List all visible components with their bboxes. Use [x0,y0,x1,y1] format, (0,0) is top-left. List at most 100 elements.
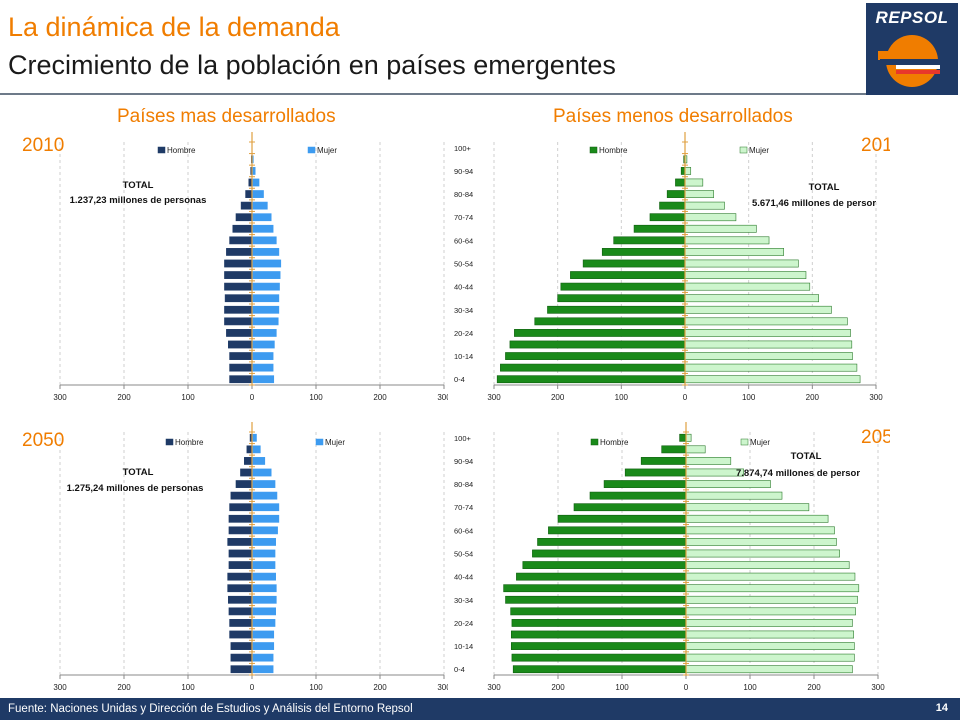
bar-mujer [251,642,275,650]
column-title-less-developed: Países menos desarrollados [553,106,793,127]
category-label: 20-24 [454,619,473,628]
bar-hombre [229,363,253,372]
x-tick-label: 200 [807,683,821,692]
bar-hombre [227,584,253,593]
bar-hombre [224,271,253,279]
legend-swatch-mujer [307,146,316,154]
category-label: 90-94 [454,167,473,176]
bar-mujer [251,340,275,349]
pyramid-chart-less-developed-2010: 300 200 100 0 100 200 300 0-4 10-14 20-24 30-34 40-… [454,132,890,402]
legend-label-hombre: Hombre [167,146,196,155]
bar-mujer [684,201,725,210]
bar-hombre [510,630,687,639]
category-label: 0-4 [454,375,465,384]
legend-swatch-mujer [740,438,749,446]
bar-hombre [503,584,687,593]
bar-mujer [684,271,807,279]
bar-mujer [684,190,714,198]
bar-hombre [514,329,686,337]
bar-mujer [685,572,856,581]
category-label: 100+ [454,144,472,153]
year-label: 201 [861,135,890,156]
category-label: 40-44 [454,573,473,582]
x-tick-label: 200 [117,393,131,402]
legend-swatch-hombre [590,438,599,446]
bar-mujer [685,607,856,616]
logo-wordmark: REPSOL [875,8,949,27]
bar-mujer [685,642,855,650]
bar-hombre [510,607,687,616]
legend-swatch-hombre [157,146,166,154]
category-label: 60-64 [454,236,473,245]
x-tick-label: 0 [684,683,689,692]
bar-hombre [573,503,687,512]
bar-hombre [560,282,686,291]
bar-hombre [228,514,253,523]
bar-mujer [685,619,853,627]
bar-mujer [251,526,278,535]
bar-hombre [227,572,253,581]
bar-mujer [251,224,274,233]
category-label: 10-14 [454,642,473,651]
category-label: 80-84 [454,190,473,199]
bar-hombre [557,514,687,523]
bar-hombre [229,630,253,639]
x-tick-label: 200 [551,683,565,692]
bar-hombre [601,248,686,256]
bar-hombre [510,642,687,650]
bar-mujer [684,363,858,372]
bar-hombre [229,236,253,245]
year-label: 2050 [22,430,64,451]
category-label: 50-54 [454,260,473,269]
bar-mujer [251,480,276,488]
bar-mujer [684,294,819,303]
bar-mujer [685,433,692,442]
bar-mujer [251,491,278,500]
bar-mujer [685,630,854,639]
bar-hombre [505,352,686,360]
bar-hombre [509,340,686,349]
bar-hombre [224,259,253,268]
footer-source: Fuente: Naciones Unidas y Dirección de E… [8,703,413,715]
x-tick-label: 100 [309,683,323,692]
bar-mujer [684,213,737,222]
legend-swatch-mujer [739,146,748,154]
x-tick-label: 0 [250,393,255,402]
bar-hombre [235,480,253,488]
bar-mujer [684,259,799,268]
bar-hombre [582,259,686,268]
bar-hombre [666,190,686,198]
bar-hombre [512,665,687,674]
x-tick-label: 300 [437,683,448,692]
bar-hombre [603,480,687,488]
x-tick-label: 100 [742,393,756,402]
header-divider [0,93,868,95]
category-label: 90-94 [454,457,473,466]
bar-hombre [228,561,253,569]
bar-mujer [685,503,810,512]
bar-mujer [251,201,268,210]
bar-mujer [251,213,272,222]
bar-hombre [557,294,686,303]
bar-mujer [685,653,855,662]
bar-mujer [684,248,784,256]
bar-mujer [685,561,850,569]
bar-hombre [230,491,253,500]
x-tick-label: 200 [373,393,387,402]
bar-mujer [684,317,848,326]
bar-hombre [548,526,687,535]
bar-hombre [633,224,686,233]
x-tick-label: 100 [743,683,757,692]
bar-mujer [251,514,280,523]
bar-hombre [537,538,687,546]
bar-mujer [251,236,277,245]
bar-hombre [244,457,253,465]
bar-mujer [684,236,770,245]
bar-hombre [500,363,686,372]
bar-mujer [251,595,277,604]
bar-mujer [684,340,853,349]
bar-mujer [251,572,276,581]
legend-label-mujer: Mujer [325,438,345,447]
bar-hombre [228,549,253,558]
bar-mujer [251,190,264,198]
